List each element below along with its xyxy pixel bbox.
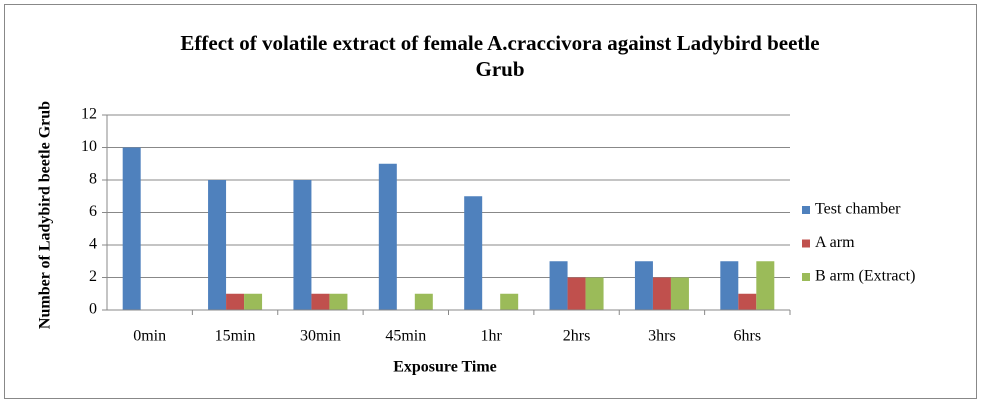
legend-swatch xyxy=(802,239,810,248)
y-tick-label: 6 xyxy=(89,203,97,220)
y-tick-label: 10 xyxy=(81,138,97,155)
y-tick-label: 0 xyxy=(89,301,97,318)
bar xyxy=(293,180,312,310)
legend-label: Test chamber xyxy=(815,201,901,218)
y-tick-label: 12 xyxy=(81,106,97,123)
x-tick-label: 3hrs xyxy=(648,328,676,345)
bar xyxy=(464,196,483,310)
bar xyxy=(738,293,757,310)
legend-swatch xyxy=(802,273,810,281)
x-tick-label: 6hrs xyxy=(734,328,762,345)
bar xyxy=(670,277,689,310)
legend-swatch xyxy=(802,206,810,214)
bar xyxy=(329,293,348,310)
legend-label: B arm (Extract) xyxy=(815,268,915,285)
x-tick-label: 15min xyxy=(215,328,256,345)
x-tick-label: 30min xyxy=(300,328,341,345)
y-tick-label: 4 xyxy=(89,236,97,253)
x-tick-label: 2hrs xyxy=(563,328,591,345)
bar xyxy=(311,293,330,310)
y-axis-label: Number of Ladybird beetle Grub xyxy=(37,101,54,329)
bar xyxy=(549,261,568,310)
chart-frame xyxy=(4,4,977,399)
bar xyxy=(585,277,604,310)
legend-label: A arm xyxy=(815,234,855,251)
bar xyxy=(634,261,653,310)
bar xyxy=(226,293,245,310)
bar xyxy=(500,293,519,310)
bar xyxy=(652,277,671,310)
bar xyxy=(414,293,433,310)
y-tick-label: 2 xyxy=(89,268,97,285)
bar xyxy=(208,180,227,310)
bar xyxy=(122,147,141,310)
bar xyxy=(756,261,775,310)
bar xyxy=(244,293,263,310)
y-tick-label: 8 xyxy=(89,171,97,188)
x-tick-label: 45min xyxy=(385,328,426,345)
bar xyxy=(720,261,739,310)
x-tick-label: 0min xyxy=(133,328,166,345)
chart-title: Effect of volatile extract of female A.c… xyxy=(180,31,820,81)
x-axis-label: Exposure Time xyxy=(393,359,497,376)
x-tick-label: 1hr xyxy=(481,328,503,345)
bar xyxy=(567,277,586,310)
bar xyxy=(378,163,397,310)
